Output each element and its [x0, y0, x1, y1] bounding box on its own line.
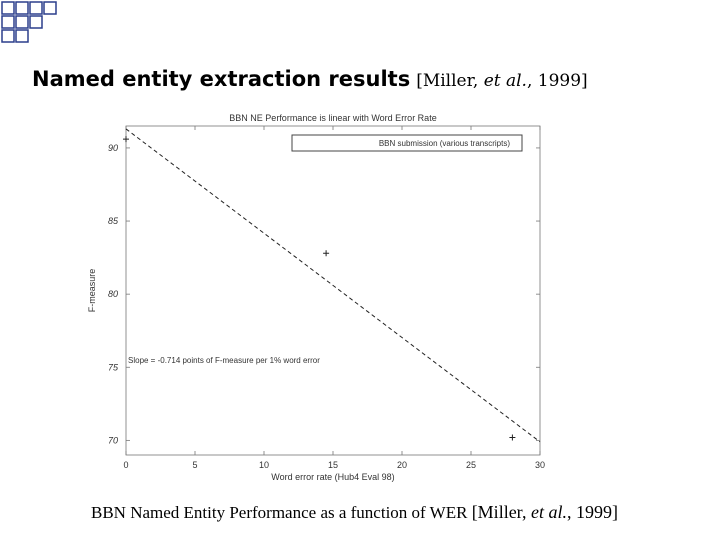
x-tick-label: 0 — [123, 460, 128, 470]
data-point-marker — [323, 250, 330, 257]
title-cite-etal: et al. — [483, 71, 527, 91]
decor-square — [1, 29, 15, 43]
decor-square — [43, 1, 57, 15]
x-tick-label: 20 — [397, 460, 407, 470]
decor-square — [15, 15, 29, 29]
decor-square — [1, 15, 15, 29]
legend-entry: BBN submission (various transcripts) — [379, 139, 510, 148]
y-tick-label: 80 — [108, 289, 118, 299]
y-tick-label: 90 — [108, 143, 118, 153]
caption-cite-etal: et al. — [530, 502, 567, 522]
caption-cite-post: , 1999] — [566, 502, 618, 522]
x-axis-label: Word error rate (Hub4 Eval 98) — [271, 472, 394, 482]
decor-square — [29, 15, 43, 29]
slide-title-text: Named entity extraction results — [32, 67, 411, 91]
chart-title: BBN NE Performance is linear with Word E… — [229, 113, 436, 123]
series-line — [125, 128, 541, 443]
x-tick-label: 15 — [328, 460, 338, 470]
caption-citation: [Miller, et al., 1999] — [472, 502, 618, 522]
x-tick-label: 5 — [192, 460, 197, 470]
x-tick-label: 25 — [466, 460, 476, 470]
slope-annotation: Slope = -0.714 points of F-measure per 1… — [128, 356, 320, 365]
data-point-marker — [509, 434, 516, 441]
decor-square — [1, 1, 15, 15]
slide-title: Named entity extraction results [Miller, … — [32, 67, 588, 91]
x-tick-label: 30 — [535, 460, 545, 470]
legend-box — [291, 134, 523, 152]
caption-cite-pre: [Miller, — [471, 502, 531, 522]
y-tick-label: 85 — [108, 216, 119, 226]
data-point-marker — [123, 136, 129, 143]
title-cite-post: , 1999] — [526, 71, 588, 91]
title-citation: [Miller, et al., 1999] — [416, 71, 587, 91]
figure-caption: BBN Named Entity Performance as a functi… — [91, 502, 618, 523]
decor-square — [15, 1, 29, 15]
y-tick-label: 75 — [108, 362, 119, 372]
caption-text: BBN Named Entity Performance as a functi… — [91, 503, 468, 522]
slide-decoration-squares — [1, 1, 57, 43]
decor-square — [29, 1, 43, 15]
title-cite-pre: [Miller, — [416, 71, 484, 91]
decor-square — [15, 29, 29, 43]
y-tick-label: 70 — [108, 435, 118, 445]
chart: BBN NE Performance is linear with Word E… — [87, 113, 545, 482]
x-tick-label: 10 — [259, 460, 269, 470]
y-axis-label: F-measure — [87, 269, 97, 313]
